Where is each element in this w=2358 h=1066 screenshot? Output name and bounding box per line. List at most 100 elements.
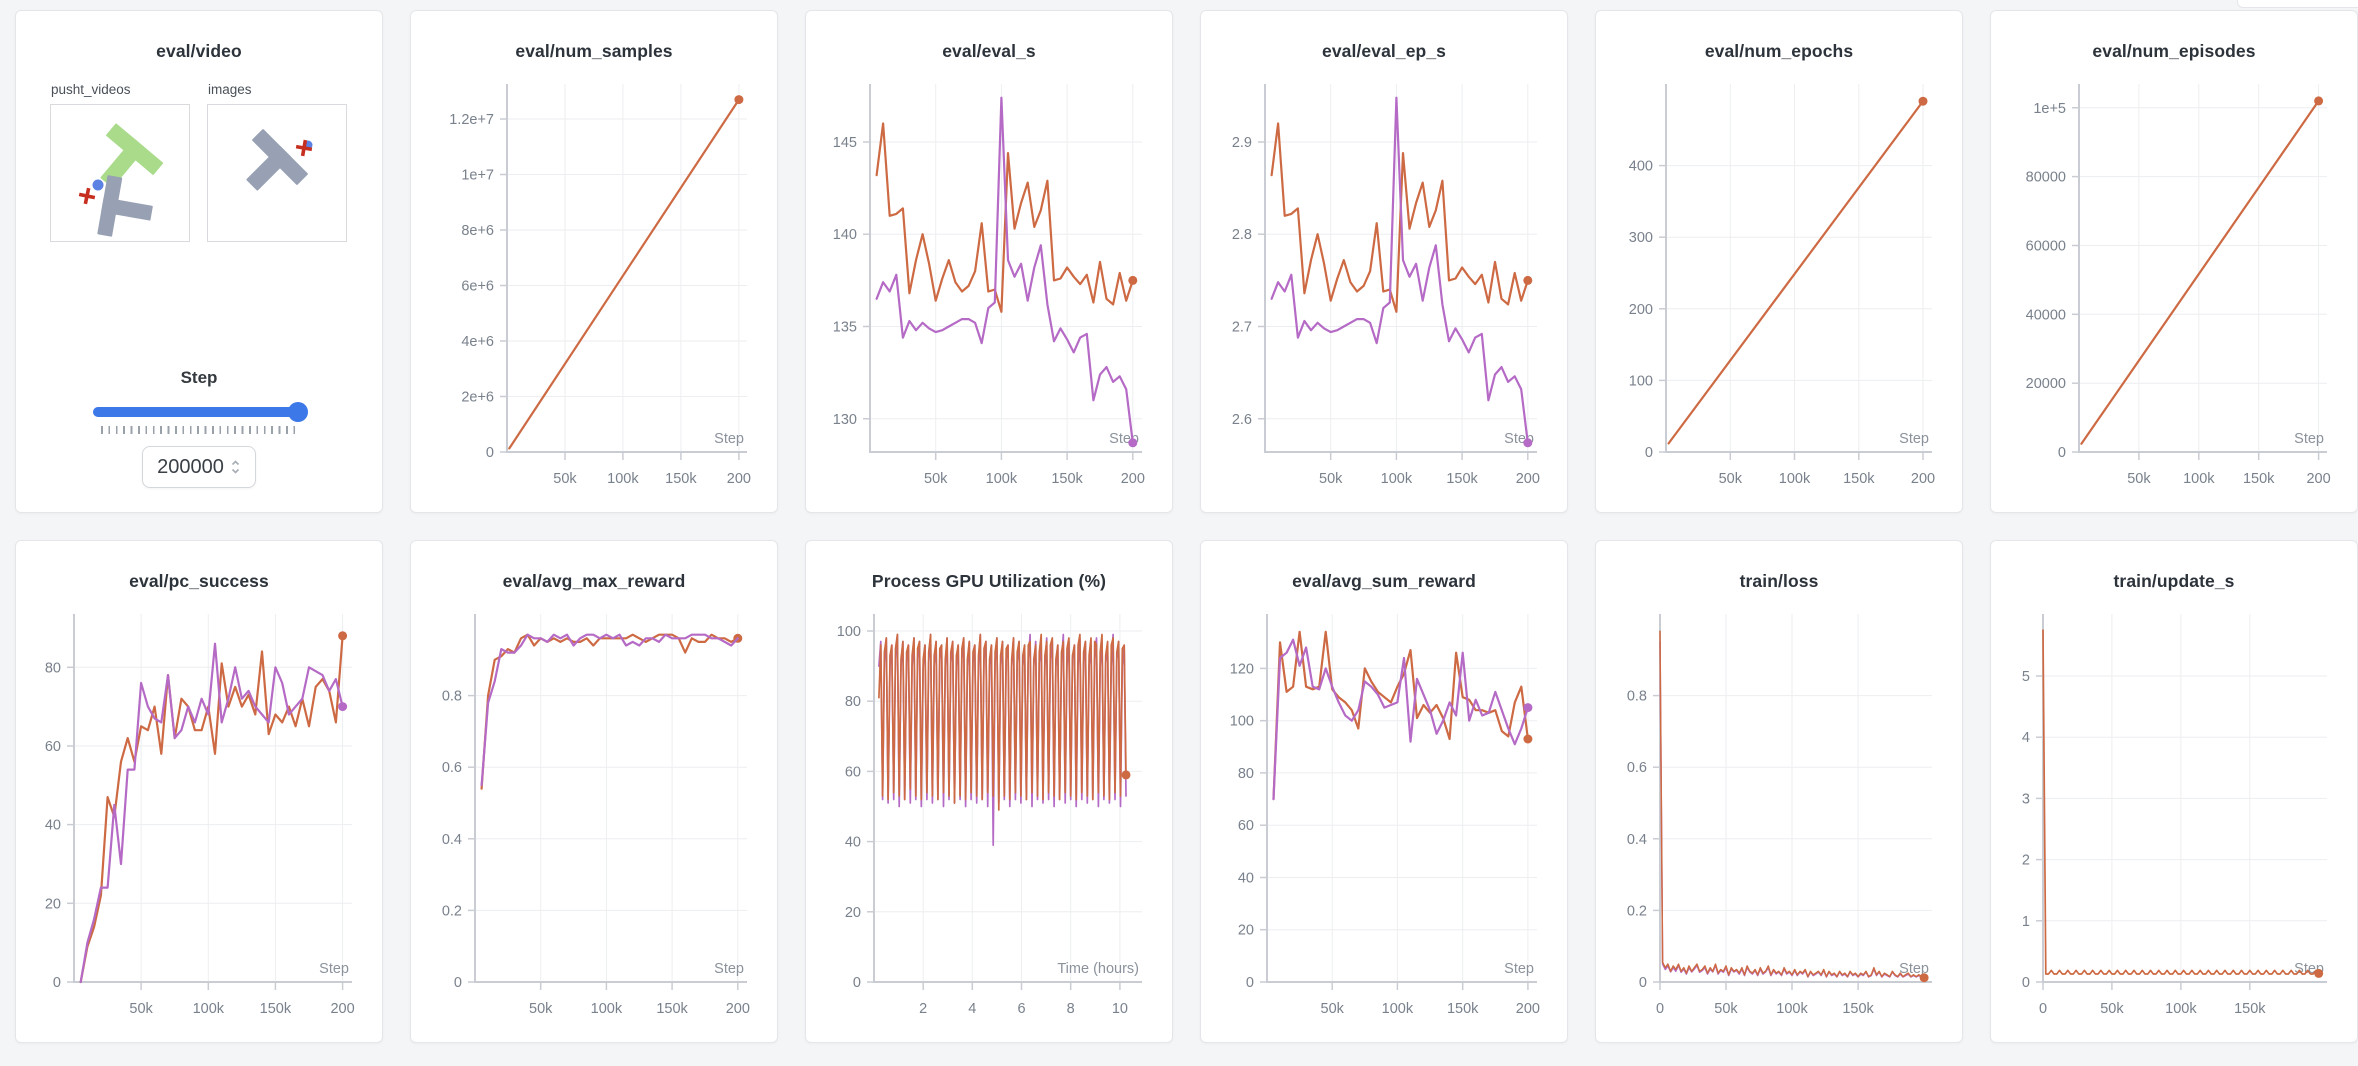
- chart-eval-avg-max-reward[interactable]: 0 0.2 0.4 0.6 0.8 50k 100k 150k 200 Step: [411, 598, 777, 1038]
- panel-train-loss: train/loss 0 0.2 0.4 0.6 0.8 0 50k 100k 150k Step: [1595, 540, 1963, 1043]
- step-slider-handle[interactable]: [288, 402, 308, 422]
- svg-text:150k: 150k: [656, 1001, 688, 1017]
- svg-text:Step: Step: [1504, 961, 1534, 977]
- step-control: Step 200000: [16, 368, 382, 512]
- panel-title: eval/avg_sum_reward: [1292, 571, 1476, 591]
- chart-eval-num-samples[interactable]: 0 2e+6 4e+6 6e+6 8e+6 1e+7 1.2e+7 50k 100k 150k 20…: [411, 68, 777, 508]
- svg-text:20: 20: [845, 905, 861, 921]
- svg-text:2.6: 2.6: [1232, 412, 1252, 428]
- svg-text:100k: 100k: [1382, 1001, 1414, 1017]
- svg-text:145: 145: [833, 135, 857, 151]
- svg-text:200: 200: [727, 471, 751, 487]
- step-slider-label: Step: [180, 368, 218, 387]
- svg-text:150k: 150k: [2234, 1001, 2266, 1017]
- images-thumbnail[interactable]: [207, 104, 347, 242]
- panel-eval-avg-max-reward: eval/avg_max_reward 0 0.2 0.4 0.6 0.8 50k 100k…: [410, 540, 778, 1043]
- goal-cross-icon: [295, 139, 313, 157]
- svg-text:0.2: 0.2: [1627, 903, 1647, 919]
- chart-eval-pc-success[interactable]: 0 20 40 60 80 50k 100k 150k 200 Step: [16, 598, 382, 1038]
- pusht-videos-label: pusht_videos: [51, 82, 131, 97]
- panel-gpu-utilization: Process GPU Utilization (%) 0 20 40 60 80 100…: [805, 540, 1173, 1043]
- agent-dot: [92, 179, 104, 191]
- svg-text:Step: Step: [714, 431, 744, 447]
- svg-text:40: 40: [1238, 871, 1254, 887]
- svg-text:150k: 150k: [1447, 1001, 1479, 1017]
- panel-title: eval/num_episodes: [2092, 41, 2256, 61]
- panel-eval-eval-s: eval/eval_s 130 135 140 145 50k 100k 150k 200 St…: [805, 10, 1173, 513]
- svg-text:2.8: 2.8: [1232, 227, 1252, 243]
- svg-text:100k: 100k: [591, 1001, 623, 1017]
- svg-text:150k: 150k: [1843, 471, 1875, 487]
- svg-text:50k: 50k: [2127, 471, 2151, 487]
- slider-fill: [93, 407, 305, 417]
- svg-text:135: 135: [833, 320, 857, 336]
- panel-title: eval/num_epochs: [1704, 41, 1854, 61]
- svg-text:0.2: 0.2: [442, 903, 462, 919]
- svg-text:0: 0: [1645, 445, 1653, 461]
- svg-text:50k: 50k: [2100, 1001, 2124, 1017]
- chart-eval-num-episodes[interactable]: 0 20000 40000 60000 80000 1e+5 50k 100k 150k 200 S…: [1991, 68, 2357, 508]
- svg-text:0: 0: [2058, 445, 2066, 461]
- step-value-input[interactable]: 200000: [142, 446, 256, 488]
- svg-text:80: 80: [845, 694, 861, 710]
- chart-eval-num-epochs[interactable]: 0 100 200 300 400 50k 100k 150k 200 Step: [1596, 68, 1962, 508]
- svg-text:0.4: 0.4: [442, 832, 462, 848]
- step-spinner[interactable]: [230, 458, 241, 476]
- svg-text:40000: 40000: [2026, 307, 2066, 323]
- panel-eval-num-samples: eval/num_samples 0 2e+6 4e+6 6e+6 8e+6 1e+7 1.…: [410, 10, 778, 513]
- svg-text:4e+6: 4e+6: [461, 334, 494, 350]
- svg-text:6e+6: 6e+6: [461, 279, 494, 295]
- chart-train-update-s[interactable]: 0 1 2 3 4 5 0 50k 100k 150k Step: [1991, 598, 2357, 1038]
- chart-eval-avg-sum-reward[interactable]: 0 20 40 60 80 100 120 50k 100k 150k 200 Step: [1201, 598, 1567, 1038]
- panel-title: eval/pc_success: [129, 571, 269, 591]
- panel-train-update-s: train/update_s 0 1 2 3 4 5 0 50k 100k 150k Step: [1990, 540, 2358, 1043]
- chart-train-loss[interactable]: 0 0.2 0.4 0.6 0.8 0 50k 100k 150k Step: [1596, 598, 1962, 1038]
- svg-text:4: 4: [968, 1001, 976, 1017]
- panel-title: Process GPU Utilization (%): [871, 571, 1107, 591]
- svg-text:50k: 50k: [553, 471, 577, 487]
- step-slider[interactable]: [93, 402, 308, 422]
- panel-eval-eval-ep-s: eval/eval_ep_s 2.6 2.7 2.8 2.9 50k 100k 150k 20…: [1200, 10, 1568, 513]
- svg-text:150k: 150k: [1446, 471, 1478, 487]
- svg-text:80000: 80000: [2026, 170, 2066, 186]
- chart-eval-eval-ep-s[interactable]: 2.6 2.7 2.8 2.9 50k 100k 150k 200 Step: [1201, 68, 1567, 508]
- dashboard-panel-grid: eval/video pusht_videos: [15, 10, 2358, 1043]
- panel-title: eval/video: [156, 41, 242, 61]
- svg-text:200: 200: [1516, 471, 1540, 487]
- chart-eval-eval-s[interactable]: 130 135 140 145 50k 100k 150k 200 Step: [806, 68, 1172, 508]
- svg-text:200: 200: [330, 1001, 354, 1017]
- svg-text:60: 60: [45, 739, 61, 755]
- goal-cross-icon: [78, 187, 96, 205]
- svg-text:0.8: 0.8: [1627, 689, 1647, 705]
- images-label: images: [208, 82, 252, 97]
- svg-text:60000: 60000: [2026, 239, 2066, 255]
- svg-text:150k: 150k: [665, 471, 697, 487]
- pusht-video-thumbnail[interactable]: [50, 104, 190, 242]
- svg-text:1e+5: 1e+5: [2033, 101, 2066, 117]
- svg-text:2.7: 2.7: [1232, 320, 1252, 336]
- svg-text:3: 3: [2022, 791, 2030, 807]
- svg-text:100: 100: [1230, 714, 1254, 730]
- chart-gpu-utilization[interactable]: 0 20 40 60 80 100 2 4 6 8 10 Time (hours): [806, 598, 1172, 1038]
- panel-title: eval/eval_s: [942, 41, 1036, 61]
- slider-track[interactable]: [93, 407, 305, 417]
- gray-t-shape: [246, 129, 308, 191]
- svg-text:150k: 150k: [1051, 471, 1083, 487]
- svg-text:0: 0: [853, 975, 861, 991]
- svg-text:Step: Step: [714, 961, 744, 977]
- svg-text:400: 400: [1629, 159, 1653, 175]
- panel-title: train/update_s: [2113, 571, 2235, 591]
- svg-text:200: 200: [1516, 1001, 1540, 1017]
- svg-text:150k: 150k: [260, 1001, 292, 1017]
- svg-text:20: 20: [45, 896, 61, 912]
- panel-eval-pc-success: eval/pc_success 0 20 40 60 80 50k 100k 150k 200 S…: [15, 540, 383, 1043]
- svg-text:0: 0: [1639, 975, 1647, 991]
- svg-text:50k: 50k: [1319, 471, 1343, 487]
- svg-text:10: 10: [1112, 1001, 1128, 1017]
- svg-text:0: 0: [1656, 1001, 1664, 1017]
- svg-text:Step: Step: [2294, 431, 2324, 447]
- panel-eval-num-epochs: eval/num_epochs 0 100 200 300 400 50k 100k 150k…: [1595, 10, 1963, 513]
- svg-text:100k: 100k: [986, 471, 1018, 487]
- svg-text:200: 200: [2306, 471, 2330, 487]
- svg-text:2: 2: [919, 1001, 927, 1017]
